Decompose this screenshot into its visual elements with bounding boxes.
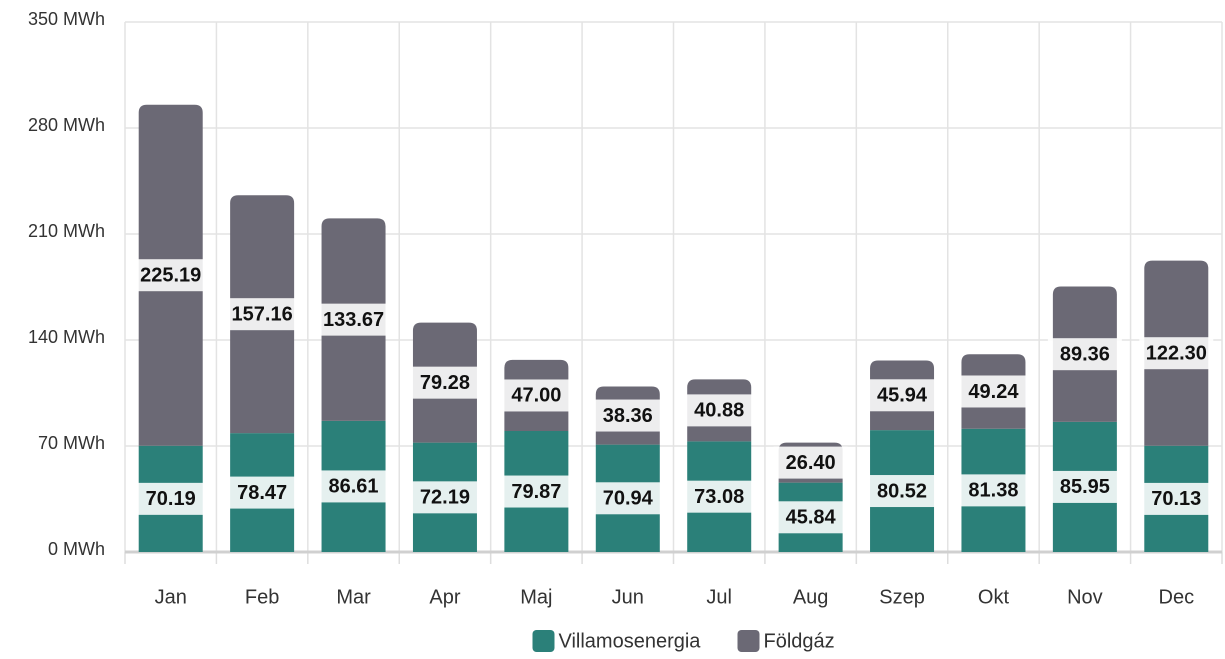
value-label-bg [682, 394, 757, 427]
value-label-bg [407, 366, 482, 399]
y-tick-label: 280 MWh [28, 115, 105, 135]
x-tick-label: Mar [336, 586, 371, 608]
y-tick-label: 0 MWh [48, 539, 105, 559]
legend-swatch [532, 630, 555, 652]
value-label-bg [499, 475, 574, 508]
value-label: 225.19 [140, 264, 201, 286]
x-tick-label: Apr [429, 586, 460, 608]
value-label: 38.36 [603, 405, 653, 427]
legend-label: Földgáz [764, 630, 835, 652]
value-label-bg [499, 379, 574, 412]
value-label: 78.47 [237, 482, 287, 504]
value-label-bg [225, 476, 300, 509]
value-label-bg [865, 379, 940, 412]
x-tick-label: Jan [155, 586, 187, 608]
value-label-bg [865, 475, 940, 508]
value-label: 89.36 [1060, 343, 1110, 365]
value-label-bg [773, 501, 848, 534]
value-label: 49.24 [968, 381, 1019, 403]
value-label: 85.95 [1060, 476, 1110, 498]
x-tick-label: Aug [793, 586, 829, 608]
value-label: 122.30 [1146, 342, 1207, 364]
value-label-bg [590, 482, 665, 515]
value-label-bg [590, 399, 665, 432]
value-label: 79.28 [420, 372, 470, 394]
value-label-bg [956, 375, 1031, 408]
y-tick-label: 350 MWh [28, 9, 105, 29]
x-tick-label: Jul [706, 586, 732, 608]
value-label-bg [773, 446, 848, 479]
value-label: 47.00 [511, 385, 561, 407]
value-label: 70.19 [146, 488, 196, 510]
y-tick-label: 70 MWh [38, 433, 105, 453]
value-label: 26.40 [786, 452, 836, 474]
value-label-bg [407, 481, 482, 514]
value-label-bg [956, 474, 1031, 507]
value-label-bg [225, 298, 300, 331]
x-tick-label: Szep [879, 586, 925, 608]
y-tick-label: 210 MWh [28, 221, 105, 241]
value-label: 133.67 [323, 309, 384, 331]
value-label: 40.88 [694, 400, 744, 422]
value-label: 81.38 [968, 480, 1018, 502]
value-label: 86.61 [329, 476, 379, 498]
value-label-bg [316, 470, 391, 503]
value-label-bg [1047, 338, 1122, 371]
value-label: 70.13 [1151, 488, 1201, 510]
legend-swatch [737, 630, 760, 652]
value-label: 72.19 [420, 487, 470, 509]
value-label-bg [133, 482, 208, 515]
value-label-bg [682, 480, 757, 513]
value-label: 80.52 [877, 480, 927, 502]
value-label-bg [133, 259, 208, 292]
value-label: 45.84 [786, 507, 837, 529]
x-tick-label: Maj [520, 586, 552, 608]
value-label-bg [1139, 482, 1214, 515]
x-tick-label: Dec [1159, 586, 1195, 608]
x-tick-label: Okt [978, 586, 1010, 608]
value-label-bg [1139, 337, 1214, 370]
y-tick-label: 140 MWh [28, 327, 105, 347]
value-label: 79.87 [511, 481, 561, 503]
x-tick-label: Feb [245, 586, 279, 608]
value-label: 73.08 [694, 486, 744, 508]
value-label-bg [1047, 470, 1122, 503]
value-label: 157.16 [232, 303, 293, 325]
x-tick-label: Jun [612, 586, 644, 608]
legend-label: Villamosenergia [559, 630, 702, 652]
value-label: 70.94 [603, 488, 654, 510]
value-label-bg [316, 303, 391, 336]
value-label: 45.94 [877, 385, 928, 407]
x-tick-label: Nov [1067, 586, 1103, 608]
